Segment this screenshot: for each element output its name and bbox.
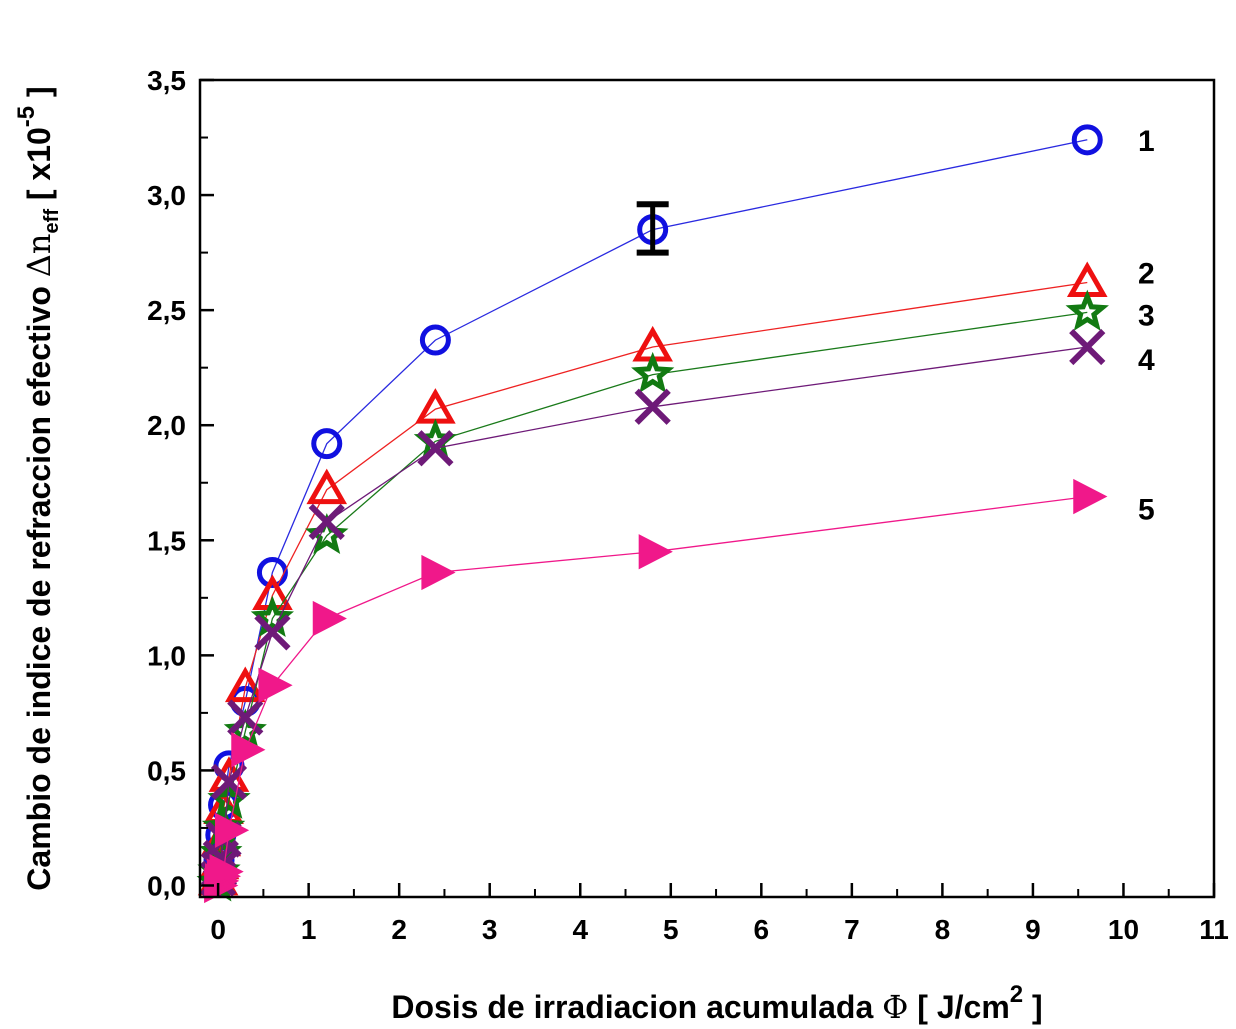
data-point xyxy=(210,763,248,801)
series-4 xyxy=(199,328,1106,897)
x-axis-title-unit: [ J/cm xyxy=(908,989,1009,1025)
x-tick-label: 5 xyxy=(663,914,679,945)
data-point xyxy=(250,595,295,638)
data-point xyxy=(634,388,671,425)
series-line xyxy=(217,281,1088,881)
y-axis-title-close: ] xyxy=(21,86,57,106)
y-tick-label: 2,0 xyxy=(147,410,186,441)
y-axis-title-symbol: Δn xyxy=(20,233,58,277)
series-label-3: 3 xyxy=(1138,299,1155,332)
y-tick-label: 1,0 xyxy=(147,640,186,671)
data-point xyxy=(227,699,264,736)
x-tick-label: 7 xyxy=(844,914,860,945)
data-point xyxy=(256,557,288,589)
series-5 xyxy=(204,478,1108,904)
series-label-5: 5 xyxy=(1138,494,1155,527)
x-tick-label: 8 xyxy=(935,914,951,945)
y-tick-label: 1,5 xyxy=(147,525,186,556)
data-point xyxy=(258,667,293,703)
y-tick-label: 0,0 xyxy=(147,870,186,901)
y-tick-label: 3,5 xyxy=(147,65,186,96)
error-bar xyxy=(636,201,669,256)
plot-frame xyxy=(198,78,1216,899)
x-tick-label: 9 xyxy=(1025,914,1041,945)
data-point xyxy=(209,854,244,890)
x-axis-title-unit-sup: 2 xyxy=(1010,981,1023,1008)
data-point xyxy=(631,351,675,393)
data-point xyxy=(224,666,266,703)
x-tick-label: 4 xyxy=(572,914,588,945)
y-axis-title-sub: eff xyxy=(41,209,63,234)
data-point xyxy=(417,430,454,467)
x-axis-title-main: Dosis de irradiacion acumulada xyxy=(391,989,882,1025)
series-label-2: 2 xyxy=(1138,258,1155,291)
x-tick-label: 3 xyxy=(482,914,498,945)
x-axis-title-close: ] xyxy=(1023,989,1043,1025)
data-point xyxy=(231,732,266,768)
data-point xyxy=(1073,478,1108,515)
series-line xyxy=(217,311,1088,884)
y-axis-title: Cambio de indice de refraccion efectivo … xyxy=(13,86,63,890)
x-tick-label: 2 xyxy=(391,914,407,945)
data-point xyxy=(1069,328,1106,366)
data-point xyxy=(312,600,347,637)
data-point xyxy=(415,388,456,424)
series-3 xyxy=(196,289,1109,902)
data-point xyxy=(306,468,348,505)
data-point xyxy=(1065,289,1109,331)
y-axis-title-unit-sup: -5 xyxy=(13,106,40,127)
data-point xyxy=(308,503,345,540)
data-point xyxy=(311,428,343,460)
x-tick-label: 1 xyxy=(301,914,317,945)
y-axis-title-unit: [ x10 xyxy=(21,127,57,209)
series-label-1: 1 xyxy=(1138,125,1155,158)
series-label-4: 4 xyxy=(1138,344,1155,377)
x-tick-label: 0 xyxy=(210,914,226,945)
data-point xyxy=(419,324,451,356)
x-axis-title-symbol: Φ xyxy=(882,988,908,1026)
data-point xyxy=(638,534,673,570)
x-axis-title: Dosis de irradiacion acumulada Φ [ J/cm2… xyxy=(391,981,1042,1026)
series-line xyxy=(217,346,1088,879)
data-point xyxy=(254,614,291,651)
y-tick-label: 2,5 xyxy=(147,295,186,326)
x-tick-label: 6 xyxy=(754,914,770,945)
y-tick-label: 3,0 xyxy=(147,180,186,211)
data-point xyxy=(421,554,456,591)
x-tick-label: 11 xyxy=(1199,914,1229,945)
y-tick-label: 0,5 xyxy=(147,755,186,786)
y-axis-title-main: Cambio de indice de refraccion efectivo xyxy=(21,277,57,891)
data-point xyxy=(1071,124,1103,156)
x-tick-label: 10 xyxy=(1108,914,1139,945)
data-point xyxy=(214,812,250,848)
